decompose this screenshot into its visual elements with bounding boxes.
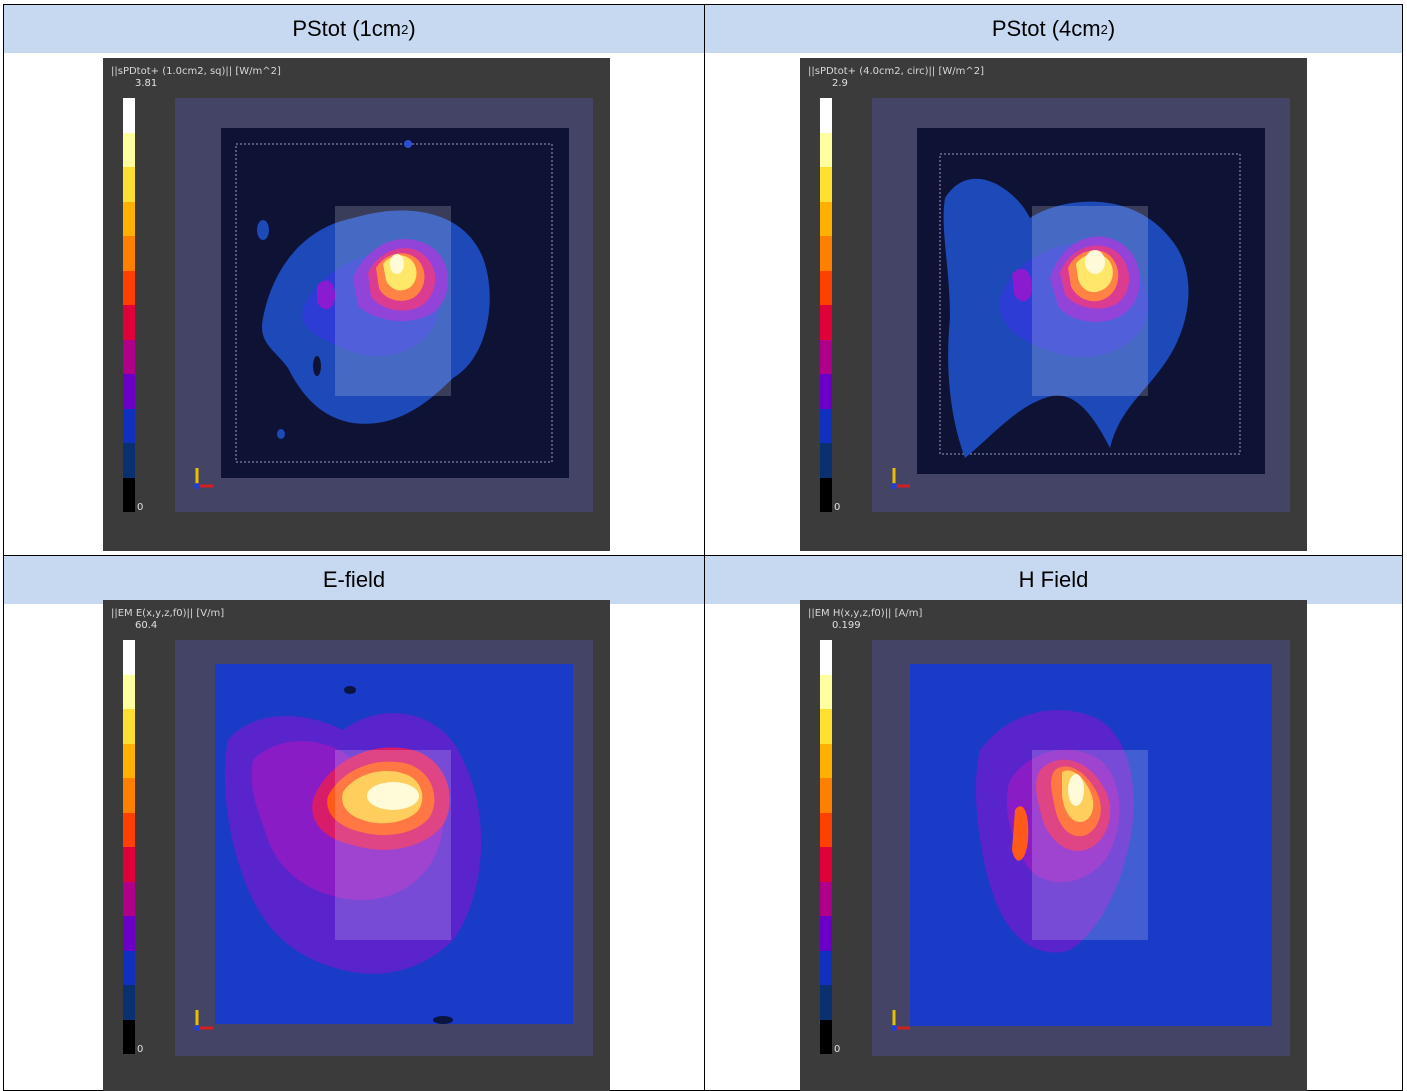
column-divider <box>704 4 705 1091</box>
colorbar-max-label: 3.81 <box>135 78 158 89</box>
colorbar-min-label: 0 <box>137 1044 144 1055</box>
hfield-field-map <box>872 640 1290 1056</box>
plot-title: ||sPDtot+ (1.0cm2, sq)|| [W/m^2] <box>111 66 281 77</box>
row-divider <box>3 555 1403 556</box>
colorbar-max-label: 0.199 <box>832 620 861 631</box>
pstot-1cm-plot: ||sPDtot+ (1.0cm2, sq)|| [W/m^2] 3.81 0 <box>103 58 610 551</box>
axes-triad-icon <box>891 468 910 489</box>
header-hfield: H Field <box>705 556 1402 604</box>
colorbar-max-label: 60.4 <box>135 620 158 631</box>
axes-triad-icon <box>194 1010 213 1031</box>
header-efield: E-field <box>4 556 704 604</box>
colorbar <box>820 98 832 512</box>
colorbar <box>820 640 832 1054</box>
header-pstot-4cm: PStot (4cm 2) <box>705 5 1402 53</box>
efield-field-map <box>175 640 593 1056</box>
colorbar-min-label: 0 <box>137 502 144 513</box>
axes-triad-icon <box>194 468 213 489</box>
colorbar <box>123 98 135 512</box>
plot-title: ||sPDtot+ (4.0cm2, circ)|| [W/m^2] <box>808 66 984 77</box>
hfield-plot: ||EM H(x,y,z,f0)|| [A/m] 0.199 0 <box>800 600 1307 1091</box>
colorbar <box>123 640 135 1054</box>
efield-plot: ||EM E(x,y,z,f0)|| [V/m] 60.4 0 <box>103 600 610 1091</box>
plot-title: ||EM E(x,y,z,f0)|| [V/m] <box>111 608 225 619</box>
axes-triad-icon <box>891 1010 910 1031</box>
pstot-4cm-plot: ||sPDtot+ (4.0cm2, circ)|| [W/m^2] 2.9 0 <box>800 58 1307 551</box>
plot-title: ||EM H(x,y,z,f0)|| [A/m] <box>808 608 923 619</box>
colorbar-min-label: 0 <box>834 1044 841 1055</box>
colorbar-max-label: 2.9 <box>832 78 848 89</box>
colorbar-min-label: 0 <box>834 502 841 513</box>
pstot-4cm-field-map <box>872 98 1290 512</box>
pstot-1cm-field-map <box>175 98 593 512</box>
header-pstot-1cm: PStot (1cm 2) <box>4 5 704 53</box>
